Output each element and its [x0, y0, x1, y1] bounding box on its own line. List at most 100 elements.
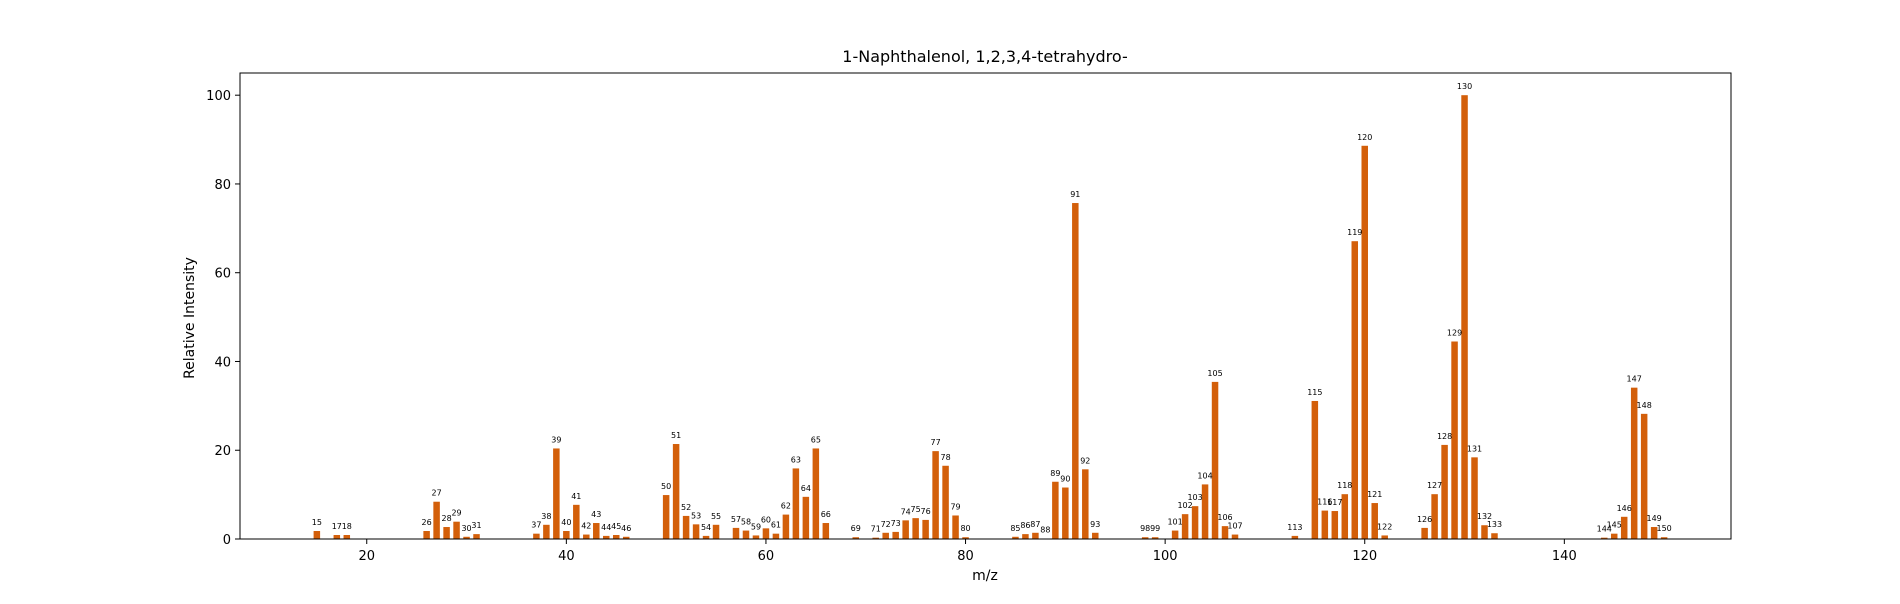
bar-label-mz-71: 71 — [871, 525, 881, 534]
bar-label-mz-118: 118 — [1337, 481, 1352, 490]
bar-mz-74 — [902, 520, 909, 539]
bar-label-mz-77: 77 — [931, 438, 941, 447]
bar-label-mz-91: 91 — [1070, 190, 1080, 199]
bar-label-mz-102: 102 — [1177, 501, 1192, 510]
bar-label-mz-146: 146 — [1617, 504, 1632, 513]
bar-mz-43 — [593, 523, 600, 539]
bar-mz-119 — [1352, 241, 1359, 539]
bar-mz-118 — [1342, 494, 1349, 539]
bar-label-mz-121: 121 — [1367, 490, 1382, 499]
bar-mz-126 — [1421, 528, 1428, 539]
x-tick-label-60: 60 — [758, 549, 775, 564]
bar-label-mz-122: 122 — [1377, 522, 1392, 531]
bar-label-mz-26: 26 — [422, 518, 432, 527]
bar-label-mz-105: 105 — [1207, 369, 1222, 378]
bar-label-mz-53: 53 — [691, 511, 701, 520]
x-tick-label-100: 100 — [1153, 549, 1178, 564]
bar-label-mz-104: 104 — [1197, 471, 1212, 480]
bar-label-mz-50: 50 — [661, 482, 671, 491]
bar-label-mz-65: 65 — [811, 435, 821, 444]
bar-label-mz-150: 150 — [1656, 524, 1671, 533]
bar-label-mz-131: 131 — [1467, 444, 1482, 453]
bar-mz-86 — [1022, 534, 1028, 539]
bar-mz-51 — [673, 444, 680, 539]
y-tick-label-0: 0 — [223, 533, 231, 548]
bar-label-mz-61: 61 — [771, 521, 781, 530]
x-tick-label-20: 20 — [358, 549, 375, 564]
bar-label-mz-89: 89 — [1050, 469, 1060, 478]
x-tick-label-80: 80 — [957, 549, 974, 564]
bar-mz-128 — [1441, 445, 1448, 539]
bar-label-mz-103: 103 — [1187, 493, 1202, 502]
bar-label-mz-18: 18 — [342, 522, 352, 531]
bar-mz-115 — [1312, 401, 1319, 539]
bar-mz-116 — [1322, 511, 1329, 539]
bar-mz-29 — [453, 522, 460, 539]
bar-mz-66 — [823, 523, 830, 539]
bar-label-mz-69: 69 — [851, 524, 861, 533]
bar-label-mz-44: 44 — [601, 523, 611, 532]
bar-label-mz-63: 63 — [791, 455, 801, 464]
bar-label-mz-93: 93 — [1090, 520, 1100, 529]
bar-mz-27 — [433, 502, 440, 539]
y-axis-label: Relative Intensity — [182, 257, 198, 379]
bar-label-mz-72: 72 — [881, 520, 891, 529]
bar-mz-121 — [1371, 503, 1378, 539]
bar-label-mz-113: 113 — [1287, 523, 1302, 532]
bar-label-mz-45: 45 — [611, 522, 621, 531]
bar-mz-78 — [942, 466, 949, 539]
bar-label-mz-148: 148 — [1637, 401, 1652, 410]
bar-label-mz-30: 30 — [461, 524, 471, 533]
bar-mz-37 — [533, 534, 540, 539]
bar-label-mz-149: 149 — [1647, 514, 1662, 523]
bar-label-mz-115: 115 — [1307, 388, 1322, 397]
bar-mz-72 — [882, 533, 889, 539]
bar-mz-93 — [1092, 533, 1099, 539]
bar-label-mz-66: 66 — [821, 510, 831, 519]
bar-mz-147 — [1631, 388, 1638, 539]
x-axis-label: m/z — [972, 568, 998, 584]
bar-label-mz-15: 15 — [312, 518, 322, 527]
bar-label-mz-17: 17 — [332, 522, 342, 531]
bar-mz-17 — [334, 535, 341, 539]
x-tick-label-120: 120 — [1352, 549, 1377, 564]
bar-label-mz-107: 107 — [1227, 522, 1242, 531]
bar-mz-91 — [1072, 203, 1079, 539]
bar-label-mz-86: 86 — [1020, 521, 1030, 530]
bar-mz-50 — [663, 495, 670, 539]
bar-label-mz-88: 88 — [1040, 526, 1050, 535]
bar-label-mz-126: 126 — [1417, 515, 1432, 524]
bar-mz-53 — [693, 524, 700, 539]
bar-mz-52 — [683, 516, 690, 539]
bar-mz-76 — [922, 520, 929, 539]
bar-mz-55 — [713, 525, 720, 539]
bar-mz-131 — [1471, 457, 1478, 539]
bar-mz-60 — [763, 528, 770, 539]
bar-mz-104 — [1202, 484, 1209, 539]
bar-mz-129 — [1451, 342, 1458, 540]
plot-frame — [240, 73, 1731, 539]
bar-label-mz-99: 99 — [1150, 524, 1160, 533]
bar-mz-57 — [733, 528, 740, 539]
bar-mz-92 — [1082, 469, 1089, 539]
bar-label-mz-31: 31 — [471, 521, 481, 530]
bar-mz-39 — [553, 448, 560, 539]
bar-mz-62 — [783, 515, 790, 539]
bar-label-mz-76: 76 — [921, 507, 931, 516]
y-tick-label-100: 100 — [206, 89, 231, 104]
bar-mz-18 — [344, 535, 351, 539]
bar-mz-73 — [892, 532, 899, 539]
bar-label-mz-119: 119 — [1347, 228, 1362, 237]
bar-mz-122 — [1381, 535, 1388, 539]
bar-mz-31 — [473, 534, 480, 539]
bar-label-mz-54: 54 — [701, 523, 711, 532]
bar-label-mz-80: 80 — [960, 524, 970, 533]
bar-label-mz-43: 43 — [591, 510, 601, 519]
bar-mz-77 — [932, 451, 939, 539]
bar-label-mz-129: 129 — [1447, 329, 1462, 338]
bar-mz-89 — [1052, 482, 1059, 539]
bar-label-mz-78: 78 — [940, 453, 950, 462]
bar-label-mz-62: 62 — [781, 502, 791, 511]
bar-mz-61 — [773, 534, 780, 539]
